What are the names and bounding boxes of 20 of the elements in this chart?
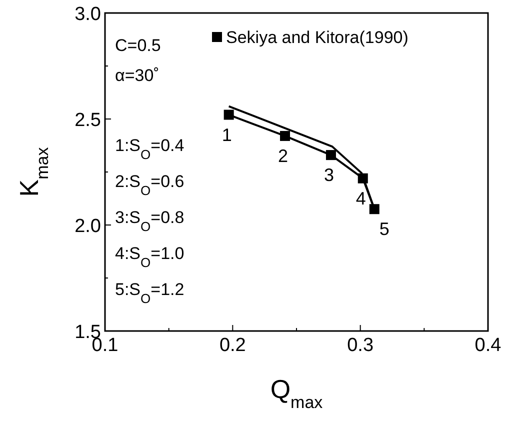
annotation: 5 [379, 219, 390, 240]
y-tick-label: 3.0 [74, 4, 101, 25]
annotation: 5:S$_{O}$=1.2 [115, 280, 184, 306]
x-tick-label: 0.2 [219, 335, 246, 356]
annotation: 1:S$_{O}$=0.4 [115, 136, 184, 162]
legend-label: Sekiya and Kitora(1990) [226, 28, 408, 47]
annotation: 3 [324, 165, 334, 186]
annotation: 4 [356, 188, 366, 208]
x-tick-label: 0.4 [474, 335, 502, 356]
annotation: 1 [222, 124, 232, 145]
y-tick-label: 2.5 [74, 110, 101, 131]
x-axis-title: Q$_{max}$ [270, 374, 324, 412]
annotation: α=30˚ [115, 66, 160, 85]
annotation: 3:S$_{O}$=0.8 [115, 208, 184, 234]
annotation: 2:S$_{O}$=0.6 [115, 172, 184, 198]
annotation: C=0.5 [115, 36, 161, 55]
y-tick-label: 2.0 [74, 216, 101, 237]
annotation: 4:S$_{O}$=1.0 [115, 244, 184, 270]
x-tick-label: 0.3 [347, 335, 374, 356]
annotation: 2 [278, 146, 288, 166]
